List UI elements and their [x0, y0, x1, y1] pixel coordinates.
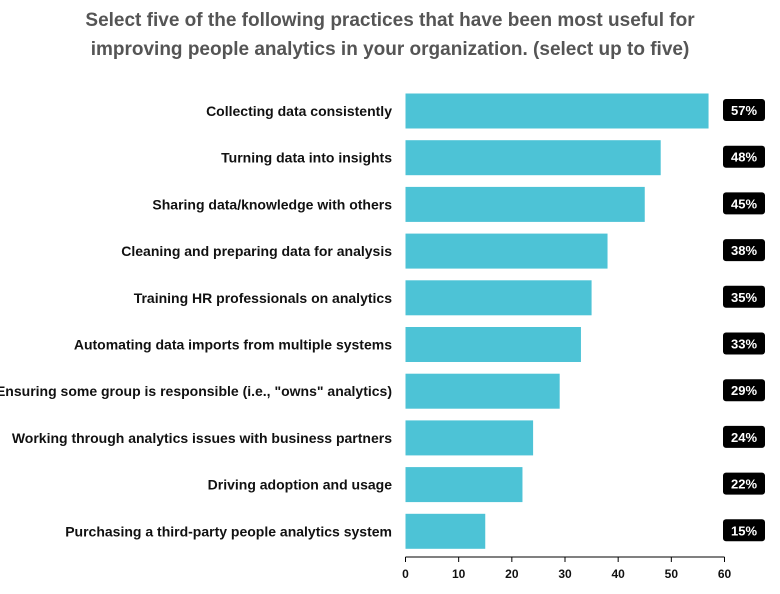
bar	[405, 140, 661, 176]
category-labels: Collecting data consistently Turning data…	[0, 103, 392, 539]
value-label: 24%	[731, 430, 757, 445]
value-label-box	[723, 379, 765, 402]
bar	[405, 420, 534, 456]
bar	[405, 233, 608, 269]
value-label: 33%	[731, 337, 757, 352]
bar	[405, 93, 709, 129]
x-axis: 0 10 20 30 40 50 60	[402, 556, 732, 581]
x-tick-label: 40	[611, 567, 625, 581]
x-tick-label: 60	[718, 567, 732, 581]
value-labels: 57% 48% 45% 38% 35% 33% 29% 24% 22% 15%	[723, 99, 765, 542]
value-label-box	[723, 332, 765, 355]
category-label: Training HR professionals on analytics	[134, 290, 392, 306]
category-label: Purchasing a third-party people analytic…	[65, 523, 392, 539]
value-label: 35%	[731, 290, 757, 305]
x-tick-label: 0	[402, 567, 409, 581]
value-label-box	[723, 99, 765, 121]
chart-title: Select five of the following practices t…	[85, 10, 695, 60]
value-label: 45%	[731, 196, 757, 211]
category-label: Driving adoption and usage	[208, 477, 393, 493]
value-label: 29%	[731, 383, 757, 398]
value-label-box	[723, 145, 765, 168]
x-tick-label: 20	[505, 567, 519, 581]
bar	[405, 327, 581, 362]
value-label: 15%	[731, 523, 757, 538]
value-label-box	[723, 192, 765, 215]
bar	[405, 280, 592, 316]
value-label: 57%	[731, 103, 757, 118]
bar	[405, 373, 560, 409]
value-label-box	[723, 472, 765, 495]
category-label: Ensuring some group is responsible (i.e.…	[0, 383, 392, 399]
bars	[405, 93, 709, 549]
x-tick-label: 10	[452, 567, 466, 581]
x-tick-label: 50	[665, 567, 679, 581]
value-label: 22%	[731, 477, 757, 492]
x-tick-label: 30	[558, 567, 572, 581]
category-label: Automating data imports from multiple sy…	[74, 337, 392, 353]
value-label-box	[723, 239, 765, 262]
value-label-box	[723, 519, 765, 542]
category-label: Sharing data/knowledge with others	[152, 196, 392, 212]
value-label-box	[723, 285, 765, 308]
bar	[405, 186, 645, 222]
value-label-box	[723, 425, 765, 448]
value-label: 38%	[731, 243, 757, 258]
chart-title-line: Select five of the following practices t…	[85, 10, 695, 31]
value-label: 48%	[731, 150, 757, 165]
bar	[405, 467, 523, 503]
category-label: Turning data into insights	[221, 150, 392, 166]
bar	[405, 513, 486, 549]
category-label: Cleaning and preparing data for analysis	[121, 243, 392, 259]
category-label: Working through analytics issues with bu…	[12, 430, 392, 446]
category-label: Collecting data consistently	[206, 103, 392, 119]
chart-title-line: improving people analytics in your organ…	[91, 39, 690, 60]
